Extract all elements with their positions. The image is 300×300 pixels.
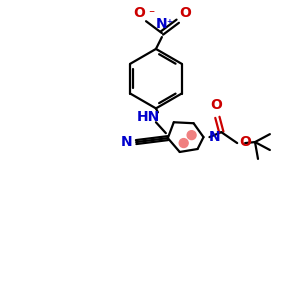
Circle shape — [179, 139, 188, 148]
Text: O: O — [180, 6, 192, 20]
Text: N: N — [121, 135, 132, 149]
Text: HN: HN — [136, 110, 160, 124]
Text: N: N — [156, 17, 168, 31]
Text: O: O — [133, 6, 145, 20]
Circle shape — [187, 131, 196, 140]
Text: N: N — [208, 130, 220, 144]
Text: O: O — [210, 98, 222, 112]
Text: ⁻: ⁻ — [148, 8, 154, 21]
Text: ⁺: ⁺ — [166, 19, 172, 29]
Text: O: O — [239, 135, 251, 149]
